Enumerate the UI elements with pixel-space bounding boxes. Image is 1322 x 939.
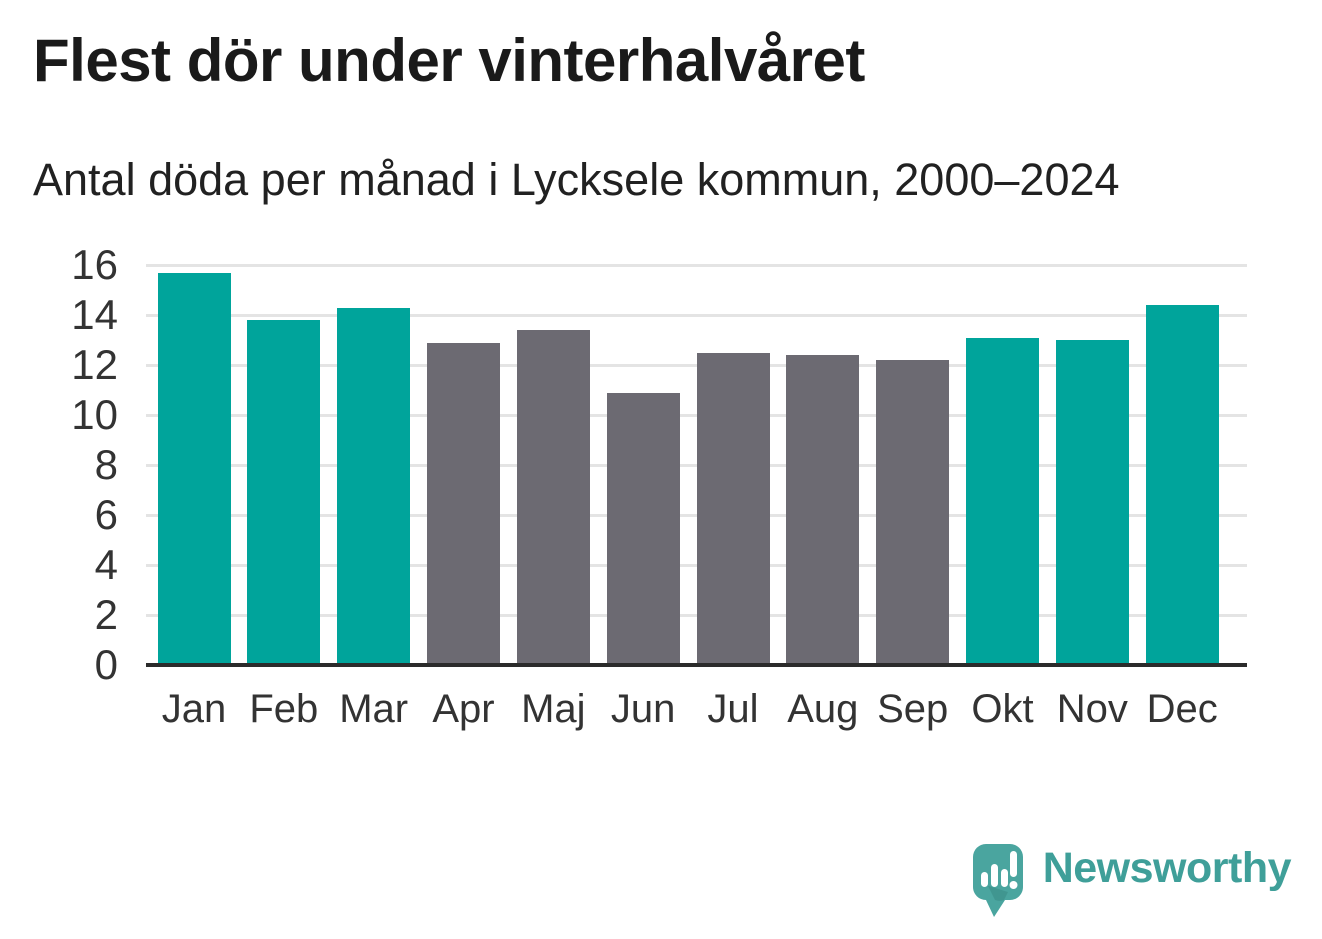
- x-tick-label-okt: Okt: [971, 687, 1034, 731]
- y-tick-label-8: 8: [94, 441, 118, 488]
- chart-subtitle: Antal döda per månad i Lycksele kommun, …: [33, 154, 1120, 205]
- x-tick-label-nov: Nov: [1056, 687, 1128, 731]
- x-tick-label-sep: Sep: [877, 687, 949, 731]
- y-tick-label-2: 2: [94, 591, 118, 638]
- bar-jan: [157, 272, 231, 665]
- bar-nov: [1055, 340, 1129, 665]
- bar-feb: [247, 320, 321, 665]
- newsworthy-logo: Newsworthy: [972, 842, 1292, 920]
- bar-sep: [876, 360, 950, 665]
- newsworthy-speech-bubble-bar-chart-icon: [972, 844, 1023, 917]
- x-tick-label-aug: Aug: [787, 687, 859, 731]
- newsworthy-logo-text: Newsworthy: [1042, 843, 1292, 892]
- chart-title: Flest dör under vinterhalvåret: [33, 27, 865, 94]
- x-tick-label-feb: Feb: [249, 687, 319, 731]
- y-tick-label-16: 16: [71, 241, 118, 288]
- x-tick-label-apr: Apr: [432, 687, 495, 731]
- bar-mar: [337, 307, 411, 665]
- x-tick-label-maj: Maj: [521, 687, 586, 731]
- bar-jul: [696, 352, 770, 665]
- gridline-14: [146, 313, 1247, 317]
- bar-jun: [606, 392, 680, 665]
- y-tick-label-6: 6: [94, 491, 118, 538]
- y-tick-label-10: 10: [71, 391, 118, 438]
- bar-okt: [966, 337, 1039, 665]
- y-tick-label-0: 0: [94, 641, 118, 688]
- bar-aug: [786, 355, 860, 665]
- x-tick-label-mar: Mar: [339, 687, 409, 731]
- y-tick-label-14: 14: [71, 291, 118, 338]
- x-axis-line: [146, 663, 1247, 667]
- x-tick-label-jun: Jun: [610, 687, 676, 731]
- bar-apr: [427, 342, 500, 665]
- y-tick-label-12: 12: [71, 341, 118, 388]
- x-tick-label-jul: Jul: [707, 687, 759, 731]
- bar-maj: [516, 330, 590, 665]
- bar-dec: [1145, 305, 1219, 665]
- x-tick-label-dec: Dec: [1146, 687, 1218, 731]
- y-tick-label-4: 4: [94, 541, 118, 588]
- gridline-16: [146, 263, 1247, 267]
- x-tick-label-jan: Jan: [161, 687, 227, 731]
